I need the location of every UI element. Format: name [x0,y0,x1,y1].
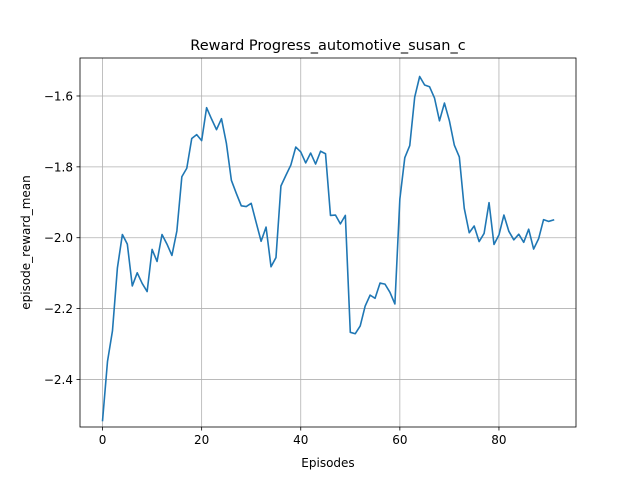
x-tick-label: 20 [194,433,209,447]
y-tick-label: −1.6 [44,89,73,103]
y-tick-label: −1.8 [44,160,73,174]
series-line [101,75,555,422]
y-axis-label: episode_reward_mean [19,175,33,310]
x-tick-label: 60 [392,433,407,447]
y-tick-label: −2.0 [44,231,73,245]
chart-title: Reward Progress_automotive_susan_c [190,38,465,54]
x-tick-label: 80 [491,433,506,447]
x-axis-label: Episodes [301,456,354,470]
series-layer [101,75,555,422]
grid-lines [80,58,576,427]
axis-ticks: 0 20 40 60 80 −2.4 −2.2 −2.0 −1.8 −1.6 [44,89,507,447]
plot-frame [79,57,577,428]
y-tick-label: −2.4 [44,373,73,387]
x-tick-label: 40 [293,433,308,447]
plot-area [80,58,576,427]
x-tick-label: 0 [99,433,107,447]
y-tick-label: −2.2 [44,302,73,316]
